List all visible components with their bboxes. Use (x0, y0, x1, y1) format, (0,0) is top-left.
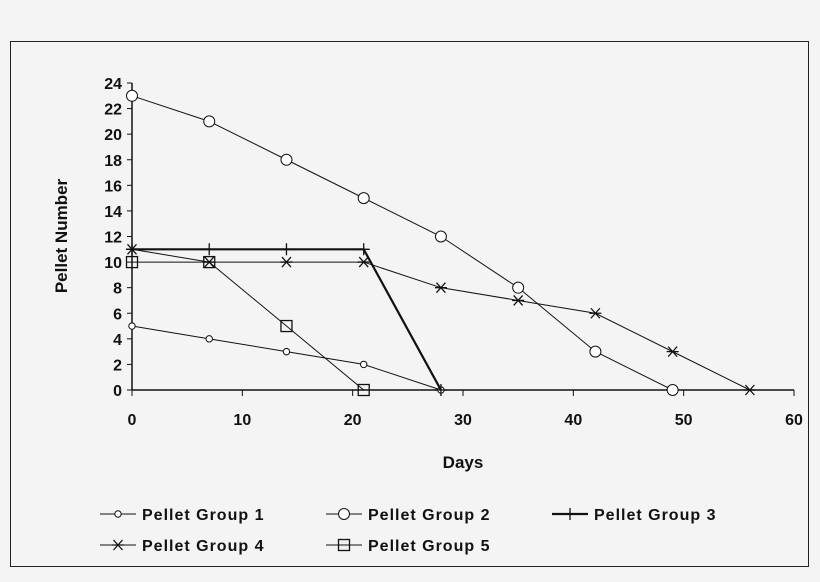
y-tick-label: 22 (104, 102, 122, 119)
legend-label: Pellet Group 4 (142, 538, 264, 555)
chart-frame (10, 41, 809, 567)
y-tick-label: 20 (104, 127, 122, 144)
x-tick-label: 50 (675, 412, 693, 429)
marker-circle (666, 384, 679, 396)
x-tick-label: 0 (128, 412, 137, 429)
marker-plus (203, 243, 216, 256)
marker-circle (357, 192, 370, 205)
marker-plus (357, 243, 370, 256)
marker-square (125, 255, 139, 269)
y-tick-label: 24 (104, 76, 122, 93)
marker-asterisk (357, 256, 370, 268)
marker-small-circle (205, 335, 213, 343)
legend-label: Pellet Group 2 (368, 507, 490, 524)
series-group-2 (126, 89, 679, 396)
x-tick-label: 10 (233, 412, 251, 429)
series-line (132, 248, 442, 391)
marker-circle (280, 153, 293, 166)
y-tick-label: 10 (104, 255, 122, 272)
y-axis-label: Pellet Number (52, 178, 71, 293)
marker-small-circle (128, 322, 136, 330)
marker-asterisk (280, 256, 293, 268)
marker-asterisk (512, 295, 525, 306)
marker-asterisk (112, 539, 124, 551)
marker-circle (338, 508, 350, 520)
series-line (132, 261, 365, 391)
y-tick-label: 8 (113, 281, 122, 298)
y-tick-label: 4 (113, 332, 122, 349)
marker-plus (564, 508, 576, 520)
legend-label: Pellet Group 1 (142, 507, 264, 524)
legend-item-4: Pellet Group 4 (100, 538, 264, 555)
x-tick-label: 60 (785, 412, 803, 429)
marker-square (280, 319, 293, 333)
marker-small-circle (360, 360, 368, 369)
y-tick-label: 16 (104, 178, 122, 195)
series-group-3 (126, 243, 447, 396)
marker-square (337, 538, 351, 552)
y-tick-label: 14 (104, 204, 122, 221)
marker-square (203, 255, 216, 269)
marker-circle (512, 281, 525, 294)
x-tick-label: 30 (454, 412, 472, 429)
series-group-4 (126, 243, 756, 396)
marker-plus (434, 384, 447, 396)
marker-circle (126, 89, 138, 102)
marker-square (357, 383, 370, 397)
legend-label: Pellet Group 5 (368, 538, 490, 555)
legend-item-5: Pellet Group 5 (326, 538, 490, 555)
marker-small-circle (282, 347, 291, 356)
marker-circle (203, 115, 216, 128)
legend-label: Pellet Group 3 (594, 507, 716, 524)
series-line (131, 95, 673, 391)
legend-item-3: Pellet Group 3 (552, 507, 716, 524)
marker-circle (589, 345, 602, 358)
marker-asterisk (126, 243, 138, 255)
series-line (131, 248, 751, 391)
x-axis-label: Days (443, 453, 484, 472)
marker-small-circle (114, 510, 122, 518)
legend-item-2: Pellet Group 2 (326, 507, 490, 524)
x-tick-label: 40 (564, 412, 582, 429)
legend-item-1: Pellet Group 1 (100, 507, 264, 524)
marker-plus (280, 243, 293, 256)
y-tick-label: 6 (113, 306, 122, 323)
marker-circle (434, 230, 447, 243)
marker-asterisk (743, 384, 756, 396)
y-tick-label: 18 (104, 153, 122, 170)
marker-asterisk (434, 282, 447, 294)
y-tick-label: 12 (104, 230, 122, 247)
y-tick-label: 2 (113, 357, 122, 374)
marker-asterisk (666, 346, 679, 358)
y-tick-label: 0 (113, 383, 122, 400)
x-tick-label: 20 (344, 412, 362, 429)
series-line (131, 325, 442, 391)
series-group-1 (128, 322, 445, 394)
marker-asterisk (589, 307, 602, 319)
series-group-5 (125, 255, 370, 397)
